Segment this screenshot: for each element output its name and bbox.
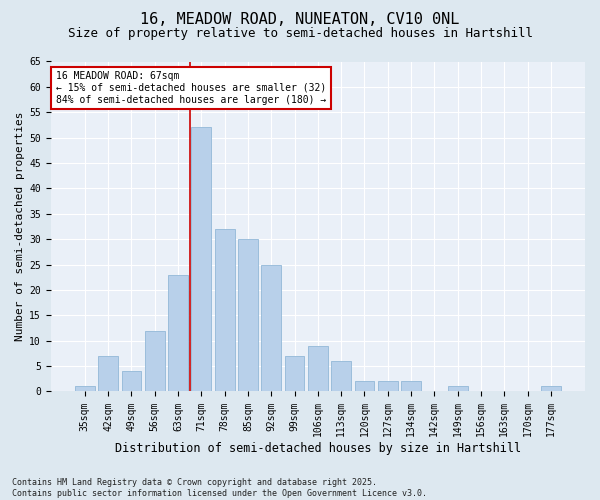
Bar: [401, 382, 421, 392]
Bar: [168, 274, 188, 392]
Bar: [145, 330, 164, 392]
Text: 16, MEADOW ROAD, NUNEATON, CV10 0NL: 16, MEADOW ROAD, NUNEATON, CV10 0NL: [140, 12, 460, 28]
Bar: [75, 386, 95, 392]
Bar: [378, 382, 398, 392]
Text: Contains HM Land Registry data © Crown copyright and database right 2025.
Contai: Contains HM Land Registry data © Crown c…: [12, 478, 427, 498]
Bar: [98, 356, 118, 392]
X-axis label: Distribution of semi-detached houses by size in Hartshill: Distribution of semi-detached houses by …: [115, 442, 521, 455]
Bar: [215, 229, 235, 392]
Bar: [122, 371, 142, 392]
Y-axis label: Number of semi-detached properties: Number of semi-detached properties: [15, 112, 25, 341]
Bar: [355, 382, 374, 392]
Bar: [308, 346, 328, 392]
Bar: [331, 361, 351, 392]
Bar: [238, 239, 258, 392]
Bar: [284, 356, 304, 392]
Bar: [448, 386, 467, 392]
Bar: [262, 264, 281, 392]
Text: Size of property relative to semi-detached houses in Hartshill: Size of property relative to semi-detach…: [67, 28, 533, 40]
Bar: [191, 128, 211, 392]
Bar: [541, 386, 561, 392]
Text: 16 MEADOW ROAD: 67sqm
← 15% of semi-detached houses are smaller (32)
84% of semi: 16 MEADOW ROAD: 67sqm ← 15% of semi-deta…: [56, 72, 326, 104]
